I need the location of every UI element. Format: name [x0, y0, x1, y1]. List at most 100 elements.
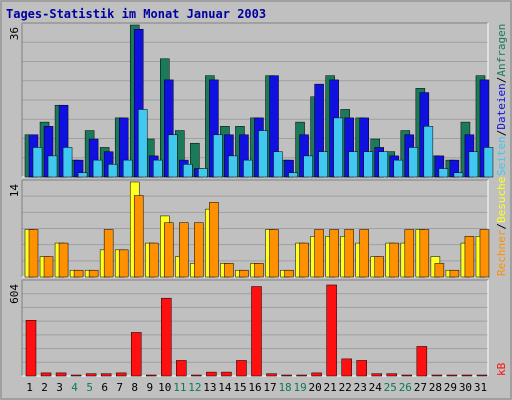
x-label-day-7: 7 [116, 381, 123, 394]
panel-kb: 604 [8, 279, 489, 377]
bar-fill [251, 286, 262, 377]
x-label-day-30: 30 [459, 381, 472, 394]
bar-rechner-day-19 [299, 242, 309, 278]
bar-rechner-day-5 [88, 269, 99, 278]
bar-fill [348, 151, 358, 178]
bar-seiten-day-23 [363, 151, 373, 178]
bar-rechner-day-15 [239, 269, 249, 278]
bar-seiten-day-9 [153, 159, 163, 178]
bar-fill [464, 236, 475, 278]
bar-seiten-day-8 [137, 109, 148, 178]
bar-fill [296, 374, 307, 377]
bar-seiten-day-16 [258, 130, 268, 178]
bar-fill [326, 284, 337, 377]
bar-rechner-day-14 [224, 263, 234, 278]
bar-kb-day-3 [55, 372, 67, 377]
bar-fill [221, 371, 232, 377]
bar-rechner-day-29 [449, 269, 460, 278]
x-label-day-10: 10 [158, 381, 171, 394]
bar-kb-day-25 [386, 373, 398, 377]
bar-seiten-day-18 [288, 172, 298, 178]
x-label-day-11: 11 [173, 381, 186, 394]
bar-kb-day-10 [161, 297, 172, 377]
bar-fill [107, 164, 118, 178]
x-label-day-20: 20 [309, 381, 322, 394]
x-label-day-12: 12 [188, 381, 201, 394]
bar-fill [103, 229, 114, 278]
x-label-day-31: 31 [474, 381, 487, 394]
x-label-day-8: 8 [131, 381, 138, 394]
bar-fill [386, 373, 398, 377]
legend-visits: Rechner/Besuche [495, 177, 508, 276]
bar-kb-day-19 [296, 374, 307, 377]
bar-kb-day-29 [446, 374, 458, 377]
bar-fill [446, 374, 458, 377]
bar-kb-day-12 [191, 374, 202, 377]
x-label-day-18: 18 [278, 381, 291, 394]
bar-kb-day-18 [281, 374, 292, 377]
bar-rechner-day-26 [404, 229, 415, 278]
bar-fill [137, 109, 148, 178]
legend-separator: / [495, 77, 508, 84]
bar-fill [77, 172, 88, 178]
legend-item-dateien: Dateien [495, 83, 508, 129]
x-label-day-23: 23 [354, 381, 367, 394]
bar-fill [149, 242, 159, 278]
bar-kb-day-1 [25, 320, 37, 377]
bar-fill [408, 147, 419, 178]
bar-rechner-day-20 [314, 229, 324, 278]
bar-rechner-day-21 [329, 229, 339, 278]
bar-kb-day-2 [40, 372, 52, 377]
bar-fill [70, 374, 82, 377]
legend-item-seiten: Seiten [495, 136, 508, 176]
bar-fill [183, 164, 193, 178]
bar-fill [438, 168, 449, 178]
bar-rechner-day-13 [209, 202, 219, 278]
bar-fill [168, 134, 178, 178]
bar-kb-day-16 [251, 286, 262, 377]
bar-kb-day-23 [356, 360, 367, 377]
bar-seiten-day-10 [168, 134, 178, 178]
bar-fill [239, 269, 249, 278]
bar-seiten-day-1 [32, 147, 43, 178]
bar-fill [194, 222, 204, 278]
bar-kb-day-28 [431, 374, 443, 377]
bar-fill [43, 256, 54, 278]
bar-fill [224, 263, 234, 278]
bar-rechner-day-7 [118, 249, 129, 278]
bar-fill [213, 134, 223, 178]
bar-fill [281, 374, 292, 377]
bar-rechner-day-3 [58, 242, 69, 278]
chart-title: Tages-Statistik im Monat Januar 2003 [6, 7, 266, 21]
bar-fill [258, 130, 268, 178]
bar-fill [359, 229, 369, 278]
x-label-day-19: 19 [293, 381, 306, 394]
bar-fill [318, 151, 328, 178]
bar-fill [461, 374, 473, 377]
bar-fill [341, 358, 352, 377]
panel-requests: 36 [8, 22, 494, 178]
x-label-day-1: 1 [26, 381, 33, 394]
x-label-day-25: 25 [384, 381, 397, 394]
bar-seiten-day-11 [183, 164, 193, 178]
bar-kb-day-11 [176, 360, 187, 377]
bar-fill [389, 242, 400, 278]
x-label-day-9: 9 [146, 381, 153, 394]
bar-fill [47, 155, 58, 178]
bar-fill [419, 229, 430, 278]
bar-fill [254, 263, 264, 278]
bar-seiten-day-19 [303, 155, 313, 178]
x-label-day-16: 16 [248, 381, 261, 394]
bar-fill [449, 269, 460, 278]
legend-separator: / [495, 130, 508, 137]
bar-fill [28, 229, 39, 278]
bar-kb-day-9 [146, 374, 157, 377]
bar-fill [468, 151, 479, 178]
bar-kb-day-14 [221, 371, 232, 377]
legend-requests: Seiten/Dateien/Anfragen [495, 24, 508, 176]
x-label-day-15: 15 [233, 381, 246, 394]
bar-rechner-day-10 [164, 222, 174, 278]
bar-fill [401, 374, 413, 377]
bar-fill [434, 263, 445, 278]
